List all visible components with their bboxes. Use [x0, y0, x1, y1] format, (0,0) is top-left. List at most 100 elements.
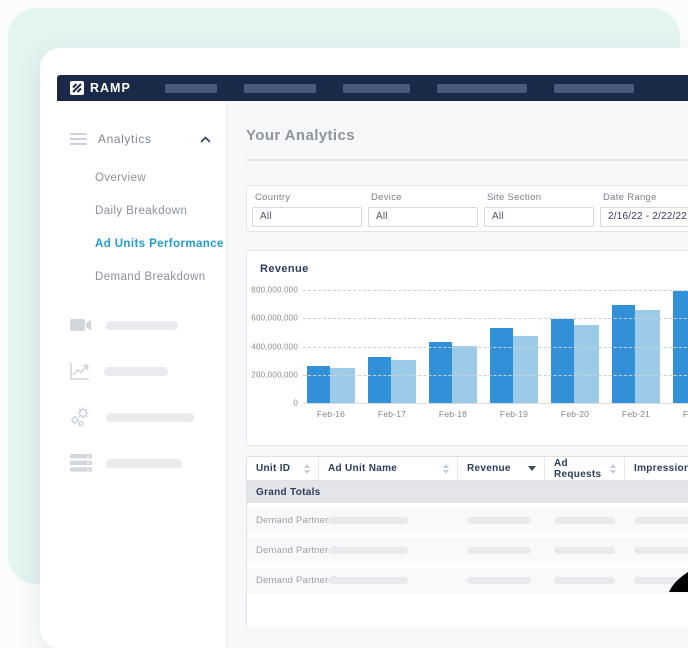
x-axis-label: Feb-18 — [438, 409, 468, 419]
placeholder-bar — [106, 458, 182, 468]
filter-device: Device — [368, 192, 478, 231]
sort-down-arrow — [304, 469, 310, 474]
table-cell — [319, 547, 458, 554]
bar-feb-20-revenue-secondary[interactable] — [574, 325, 599, 403]
y-axis-tick-label: 800,000,000 — [251, 285, 298, 295]
table-cell — [458, 577, 545, 584]
y-axis-tick-label: 0 — [293, 398, 298, 408]
placeholder-bar — [634, 517, 688, 524]
chevron-up-icon[interactable] — [200, 130, 211, 148]
sidebar-placeholder-item[interactable] — [57, 361, 226, 381]
sidebar-placeholder-item[interactable] — [57, 407, 226, 427]
sort-icon[interactable] — [610, 463, 616, 474]
app-body: Analytics Overview Daily Breakdown Ad Unit… — [57, 101, 688, 648]
bar-feb-17-revenue-primary[interactable] — [368, 357, 391, 403]
sidebar-section-analytics[interactable]: Analytics — [57, 130, 226, 148]
sort-desc-icon[interactable] — [528, 466, 536, 471]
sidebar-placeholder-item[interactable] — [57, 315, 226, 335]
filter-input-device[interactable] — [368, 206, 478, 227]
placeholder-bar — [328, 547, 408, 554]
row-label: Demand Partner 3 — [256, 575, 337, 586]
line-chart-icon — [70, 362, 90, 380]
placeholder-bar — [554, 547, 615, 554]
mouse-cursor-icon — [669, 572, 688, 592]
nav-placeholder-pill — [342, 83, 410, 93]
filter-input-date-range[interactable] — [600, 206, 688, 227]
gridline — [303, 403, 688, 404]
top-navbar: RAMP — [57, 75, 688, 101]
nav-placeholder-pill — [164, 83, 217, 93]
table-row-demand-partner-3[interactable]: Demand Partner 3 — [247, 568, 688, 593]
placeholder-bar — [554, 577, 615, 584]
nav-placeholder-pill — [436, 83, 527, 93]
filter-bar: Country Device Site Section Date Range — [246, 185, 688, 232]
x-axis-label: Feb-16 — [316, 409, 346, 419]
gridline — [303, 346, 688, 348]
bar-feb-17-revenue-secondary[interactable] — [391, 360, 416, 403]
bar-group-feb-21 — [612, 305, 660, 403]
x-axis-label: Feb-17 — [377, 409, 407, 419]
chart-plot-area — [303, 290, 688, 404]
filter-date-range: Date Range — [600, 192, 688, 231]
row-label: Demand Partner 1 — [256, 515, 337, 526]
table-row-demand-partner-2[interactable]: Demand Partner 2 — [247, 538, 688, 563]
bar-feb-21-revenue-secondary[interactable] — [635, 310, 660, 403]
sidebar-item-daily-breakdown[interactable]: Daily Breakdown — [95, 205, 188, 217]
x-axis-label: Feb-20 — [560, 409, 590, 419]
column-header-unit-id[interactable]: Unit ID — [247, 457, 319, 480]
filter-input-country[interactable] — [252, 206, 362, 227]
column-header-impressions[interactable]: Impressions — [625, 457, 688, 480]
app-frame: RAMP Analytics Overview Daily Breakdown Ad… — [57, 75, 688, 648]
filter-label: Device — [371, 192, 402, 203]
bar-feb-16-revenue-primary[interactable] — [307, 366, 330, 403]
gears-icon — [70, 407, 92, 427]
ramp-logo[interactable]: RAMP — [70, 81, 131, 95]
page-title: Your Analytics — [246, 127, 355, 144]
bar-feb-20-revenue-primary[interactable] — [551, 319, 574, 403]
dashboard-window: RAMP Analytics Overview Daily Breakdown Ad… — [40, 48, 688, 648]
placeholder-bar — [467, 517, 531, 524]
hamburger-icon[interactable] — [70, 133, 87, 145]
sidebar-item-overview[interactable]: Overview — [95, 172, 147, 184]
table-cell — [319, 577, 458, 584]
y-axis-tick-label: 200,000,000 — [251, 370, 298, 380]
x-axis-label: Feb-22 — [682, 409, 688, 419]
filter-label: Site Section — [487, 192, 542, 203]
sidebar-placeholder-item[interactable] — [57, 453, 226, 473]
table-body: Demand Partner 1 Demand Partner 2 Demand P… — [247, 508, 688, 593]
sidebar-item-ad-units-performance[interactable]: Ad Units Performance — [95, 238, 224, 250]
sort-icon[interactable] — [304, 463, 310, 474]
placeholder-bar — [328, 517, 408, 524]
sort-up-arrow — [610, 463, 616, 468]
placeholder-bar — [104, 366, 168, 376]
gridline — [303, 374, 688, 376]
column-header-ad-unit-name[interactable]: Ad Unit Name — [319, 457, 458, 480]
row-label: Demand Partner 2 — [256, 545, 337, 556]
placeholder-bar — [328, 577, 408, 584]
ramp-logo-icon — [70, 81, 84, 95]
column-label: Ad Unit Name — [328, 463, 398, 474]
placeholder-bar — [106, 320, 178, 330]
header-nav-placeholders — [164, 83, 634, 93]
revenue-chart-card: Revenue 800,000,000 600,000,000 400,000,00… — [246, 250, 688, 446]
column-header-revenue[interactable]: Revenue — [458, 457, 545, 480]
table-cell — [545, 547, 625, 554]
x-axis-label: Feb-21 — [621, 409, 651, 419]
nav-placeholder-pill — [553, 83, 634, 93]
bar-feb-19-revenue-primary[interactable] — [490, 328, 513, 403]
sidebar-item-demand-breakdown[interactable]: Demand Breakdown — [95, 271, 206, 283]
filter-input-site-section[interactable] — [484, 206, 594, 227]
grand-totals-label: Grand Totals — [256, 486, 321, 498]
table-row-demand-partner-1[interactable]: Demand Partner 1 — [247, 508, 688, 533]
ad-units-table: Unit ID Ad Unit Name Revenue Ad Requests Imp… — [246, 456, 688, 627]
bar-feb-21-revenue-primary[interactable] — [612, 305, 635, 403]
bar-feb-18-revenue-primary[interactable] — [429, 342, 452, 403]
bar-group-feb-19 — [490, 328, 538, 403]
filter-site-section: Site Section — [484, 192, 594, 231]
column-header-ad-requests[interactable]: Ad Requests — [545, 457, 625, 480]
sort-icon[interactable] — [443, 463, 449, 474]
bar-feb-16-revenue-secondary[interactable] — [330, 368, 355, 403]
video-camera-icon — [70, 318, 92, 332]
filter-label: Country — [255, 192, 291, 203]
bar-feb-18-revenue-secondary[interactable] — [452, 346, 477, 403]
